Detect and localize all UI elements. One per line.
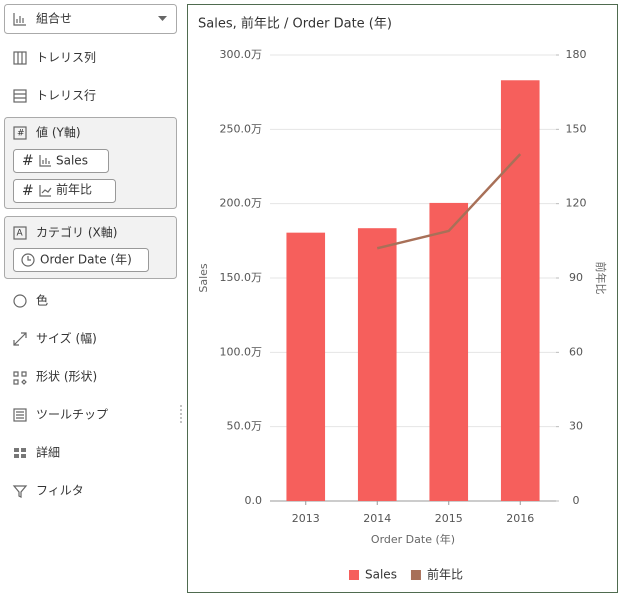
dropdown-arrow bbox=[158, 16, 167, 21]
clock-icon bbox=[21, 253, 35, 267]
attribute-glyph: A bbox=[17, 229, 24, 239]
attribute-icon bbox=[13, 226, 27, 240]
field-chip[interactable] bbox=[13, 248, 149, 272]
x-tick-label: 2016 bbox=[506, 512, 534, 525]
legend-swatch bbox=[349, 570, 359, 580]
property[interactable]: ツールチップ bbox=[36, 408, 108, 422]
bar-icon bbox=[39, 155, 51, 167]
y-tick-label: 300.0万 bbox=[220, 48, 263, 61]
x-axis-label: Order Date (年) bbox=[371, 532, 455, 546]
tooltip-icon bbox=[13, 408, 27, 422]
y-axis-label: Sales bbox=[197, 263, 210, 293]
field-chip[interactable] bbox=[13, 149, 109, 173]
measure-hash: # bbox=[22, 153, 34, 169]
property[interactable]: フィルタ bbox=[36, 484, 84, 498]
measure-hash: # bbox=[22, 183, 34, 199]
bar bbox=[286, 232, 326, 501]
property[interactable]: 形状 (形状) bbox=[36, 370, 97, 384]
property[interactable]: サイズ (幅) bbox=[36, 331, 97, 346]
y2-tick-label: 150 bbox=[566, 122, 587, 135]
rows-icon bbox=[13, 89, 27, 103]
bar bbox=[429, 202, 469, 501]
bar bbox=[357, 228, 397, 502]
y2-tick-label: 60 bbox=[569, 345, 583, 358]
bar bbox=[500, 80, 540, 502]
y-tick-label: 150.0万 bbox=[220, 271, 263, 284]
y-tick-label: 100.0万 bbox=[220, 345, 263, 358]
chart-title: Sales, 前年比 / Order Date (年) bbox=[198, 16, 392, 32]
y2-tick-label: 120 bbox=[566, 197, 587, 210]
field-name: 前年比 bbox=[56, 182, 92, 197]
property[interactable]: 色 bbox=[36, 294, 48, 308]
field-name: Order Date (年) bbox=[40, 253, 132, 267]
shape-icon bbox=[13, 371, 27, 385]
y-tick-label: 0.0 bbox=[245, 494, 263, 507]
y-tick-label: 50.0万 bbox=[227, 420, 263, 433]
values-section-title: 値 (Y軸) bbox=[36, 125, 81, 140]
x-tick-label: 2015 bbox=[435, 512, 463, 525]
field-chip[interactable] bbox=[13, 179, 116, 203]
chart-icon bbox=[13, 13, 26, 26]
legend-label: Sales bbox=[365, 568, 397, 582]
rows-icon-lines bbox=[14, 93, 26, 99]
clock-hands bbox=[27, 256, 31, 261]
plot: 0.0 50.0万 100.0万 150.0万 200.0万 250.0万 300.0万 0 3… bbox=[197, 48, 608, 582]
sidebar: 組合せ トレリス列 トレリス行 # 値 (Y軸) # Sales # 前年比 A… bbox=[4, 4, 182, 498]
color-icon bbox=[13, 294, 27, 308]
mark-type: 組合せ bbox=[36, 11, 72, 26]
size-icon bbox=[13, 332, 27, 346]
y2-axis-label: 前年比 bbox=[594, 262, 608, 295]
x-tick-label: 2013 bbox=[292, 512, 320, 525]
y2-tick-label: 0 bbox=[573, 494, 580, 507]
field-name: Sales bbox=[56, 154, 88, 168]
x-tick-label: 2014 bbox=[363, 512, 391, 525]
hash-glyph: # bbox=[17, 129, 25, 139]
tooltip-icon-lines bbox=[16, 411, 24, 419]
hash-icon bbox=[13, 126, 27, 140]
chart-panel bbox=[187, 4, 618, 593]
y2-tick-label: 90 bbox=[569, 271, 583, 284]
trellis-rows[interactable]: トレリス行 bbox=[36, 89, 96, 103]
category-section-title: カテゴリ (X軸) bbox=[36, 225, 117, 240]
legend-label: 前年比 bbox=[427, 567, 463, 582]
property[interactable]: 詳細 bbox=[36, 445, 60, 460]
y2-tick-label: 30 bbox=[569, 420, 583, 433]
filter-icon bbox=[12, 485, 28, 498]
mark-type-dropdown[interactable] bbox=[4, 4, 177, 34]
columns-icon-lines bbox=[17, 52, 23, 64]
y-tick-label: 250.0万 bbox=[220, 122, 263, 135]
line-icon bbox=[39, 185, 52, 197]
trellis-columns[interactable]: トレリス列 bbox=[36, 51, 96, 65]
detail-icon bbox=[14, 448, 26, 458]
columns-icon bbox=[13, 51, 27, 65]
y2-tick-label: 180 bbox=[566, 48, 587, 61]
legend-swatch bbox=[410, 570, 421, 580]
line bbox=[376, 153, 522, 250]
y-tick-label: 200.0万 bbox=[220, 197, 263, 210]
